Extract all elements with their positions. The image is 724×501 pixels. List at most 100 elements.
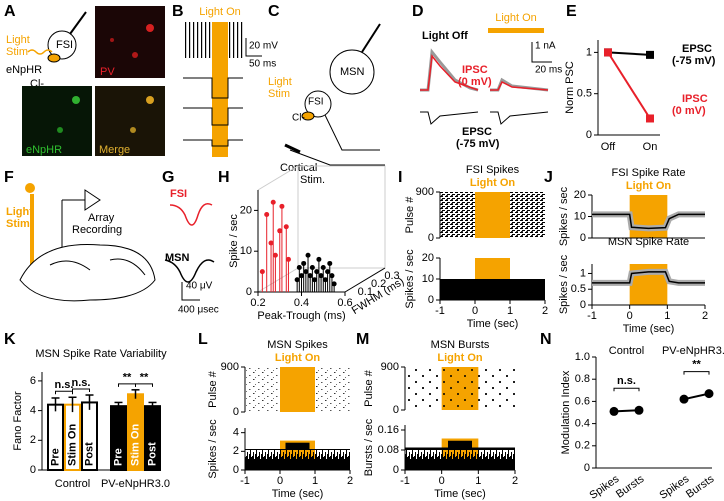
z-axis: [344, 267, 386, 293]
y-tick-label: 1: [586, 46, 592, 58]
panel-label: F: [4, 169, 14, 186]
point: [331, 281, 337, 287]
y-tick-label: 10: [240, 245, 252, 257]
stim-label: Cortical: [280, 162, 317, 174]
point: [272, 252, 278, 258]
y-tick-label: 900: [221, 361, 239, 373]
x-tick-label: 1: [312, 475, 318, 487]
point: [299, 273, 304, 279]
point: [270, 199, 276, 205]
annotation: Light On: [437, 352, 482, 364]
ion-label: Cl-: [292, 113, 305, 124]
y-tick-label: 0: [580, 299, 586, 311]
cell-label: FSI: [308, 97, 324, 108]
group-label: Control: [609, 345, 644, 357]
y-axis-label: Spikes / sec: [207, 419, 219, 479]
y-tick-label: 0.08: [378, 444, 399, 456]
channel: [301, 111, 315, 121]
point: [320, 265, 326, 271]
scale-label: 20 ms: [535, 65, 562, 76]
waveform-label: FSI: [170, 188, 187, 200]
cell-label: FSI: [56, 39, 73, 51]
point: [327, 260, 333, 266]
category-label: Pre: [112, 448, 124, 466]
histogram: [440, 279, 545, 300]
y-tick-label: 0: [428, 232, 434, 244]
series-line: [607, 51, 651, 120]
x-tick-label: Bursts: [684, 473, 717, 501]
pipette: [69, 11, 87, 35]
y-tick-label: 0: [30, 464, 36, 476]
marker: [646, 50, 654, 59]
point: [679, 394, 689, 404]
cell-image: [110, 38, 114, 42]
y-tick-label: 900: [416, 186, 434, 198]
y-axis-label: Pulse #: [363, 369, 375, 407]
y-tick-label: 0: [233, 406, 239, 418]
y-tick-label: 20: [422, 252, 434, 264]
point: [314, 269, 320, 275]
x-tick-label: 1: [475, 475, 481, 487]
trace: [183, 77, 243, 99]
panel-g: G FSI MSN 40 μV 400 μsec: [162, 169, 219, 315]
x-tick-label: 0: [627, 310, 633, 322]
cell-image: [146, 24, 154, 32]
y-tick-label: 0.2: [575, 440, 590, 452]
y-tick-label: 1.0: [575, 351, 590, 363]
light-label: Stim: [268, 88, 290, 100]
series-note: (0 mV): [672, 105, 706, 117]
cell-label: MSN: [340, 66, 365, 78]
point: [704, 389, 714, 399]
light-label: Stim: [6, 46, 28, 58]
panel-label: G: [162, 169, 174, 186]
chart-title: FSI Spikes: [466, 164, 520, 176]
x-tick-label: On: [643, 141, 658, 153]
point: [316, 256, 322, 262]
light-label: Light: [268, 76, 292, 88]
condition-label: Light On: [495, 12, 537, 24]
y-tick-label: 0: [233, 464, 239, 476]
z-tick-label: 0.1: [358, 286, 373, 298]
y-tick-label: 900: [381, 361, 399, 373]
scale-bar: [531, 42, 552, 63]
y-axis-label: Spike / sec: [228, 214, 240, 268]
x-tick-label: -1: [400, 475, 410, 487]
raster: [405, 367, 515, 410]
light-path: [27, 49, 53, 55]
point: [312, 277, 318, 283]
category-label: Post: [83, 442, 95, 466]
cell: [47, 30, 77, 60]
series-line: [607, 51, 651, 56]
y-axis-label: Spikes / sec: [404, 249, 416, 309]
light-bar: [212, 22, 228, 157]
light-label: Light On: [199, 6, 241, 18]
cell-image: [146, 96, 154, 104]
point: [322, 277, 328, 283]
chart-title: MSN Spikes: [267, 339, 328, 351]
annotation: Light On: [626, 180, 671, 192]
epsc-trace: [490, 111, 549, 125]
image-label: eNpHR: [26, 144, 62, 156]
panel-label: H: [218, 169, 230, 186]
axon: [324, 114, 380, 151]
histogram: [285, 442, 310, 470]
point: [329, 273, 335, 279]
y-tick-label: 0.16: [378, 424, 399, 436]
point: [277, 228, 283, 234]
x-tick-label: 1: [507, 305, 513, 317]
cell: [304, 90, 332, 118]
channel: [47, 53, 61, 63]
point: [309, 265, 315, 271]
point: [296, 265, 302, 271]
x-tick-label: 1: [664, 310, 670, 322]
x-tick-label: Spikes: [587, 473, 621, 501]
brain: [19, 243, 156, 302]
panel-f: F Light Stim Array Recording: [4, 169, 156, 302]
epsc-trace: [420, 111, 479, 125]
y-tick-label: 0: [246, 286, 252, 298]
y-tick-label: 0: [393, 464, 399, 476]
bracket: [118, 383, 136, 387]
panel-label: D: [412, 3, 424, 20]
panel-label: I: [398, 169, 402, 186]
series-line: [592, 271, 705, 284]
